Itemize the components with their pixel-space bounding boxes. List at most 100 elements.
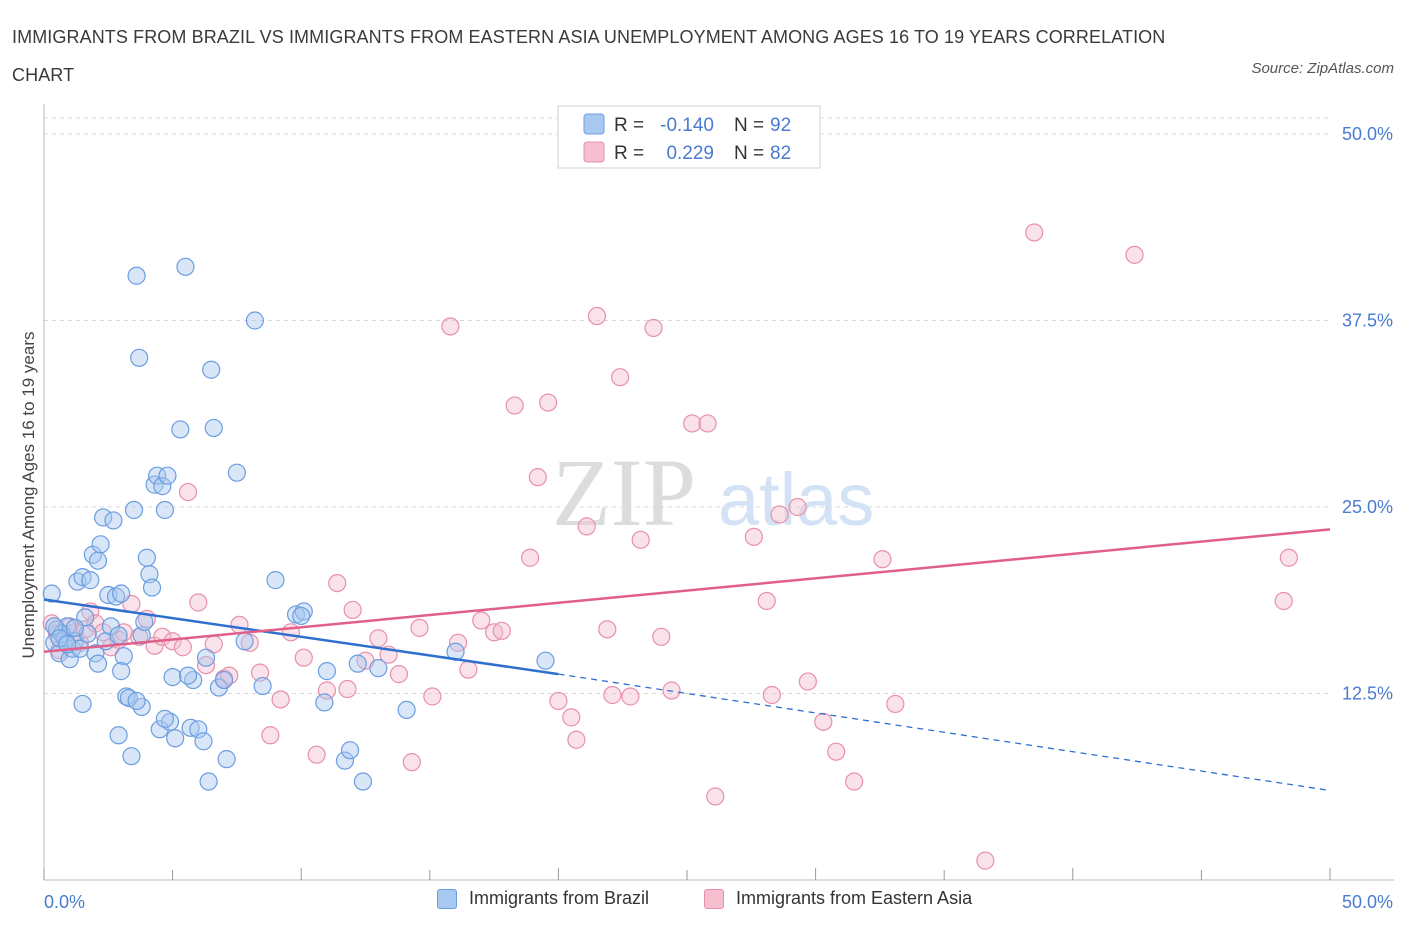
bottom-legend: Immigrants from Brazil Immigrants from E…: [0, 888, 1406, 916]
legend-r-value-brazil: -0.140: [660, 115, 714, 136]
brazil-point-91: [127, 691, 146, 711]
brazil-point-40: [140, 565, 159, 584]
brazil-point-52: [176, 257, 195, 276]
brazil-point-87: [132, 697, 151, 717]
brazil-point-79: [397, 700, 416, 720]
y-tick-labels: 12.5% 25.0% 37.5% 50.0%: [1342, 124, 1393, 704]
x-tick-left-label: 0.0%: [44, 892, 85, 912]
brazil-point-60: [204, 418, 223, 438]
axes: [43, 104, 1394, 881]
easia-point-61: [598, 620, 617, 639]
legend-r-value-easia: 0.229: [666, 143, 714, 164]
easia-point-64: [621, 687, 640, 706]
brazil-point-53: [181, 718, 200, 737]
easia-point-35: [317, 681, 337, 700]
legend-n-value-easia: 82: [770, 143, 791, 164]
easia-point-23: [196, 656, 216, 675]
easia-point-84: [1025, 223, 1044, 242]
easia-point-43: [402, 753, 421, 772]
easia-point-52: [505, 396, 524, 415]
easia-point-79: [827, 742, 846, 761]
easia-point-83: [976, 851, 995, 870]
brazil-point-65: [235, 632, 254, 651]
easia-point-63: [611, 368, 630, 387]
easia-point-48: [459, 660, 478, 679]
easia-point-36: [328, 573, 347, 593]
brazil-point-19: [91, 535, 110, 554]
legend-r-label-brazil: R =: [614, 115, 644, 136]
easia-point-45: [423, 687, 442, 706]
brazil-point-32: [112, 662, 131, 681]
easia-point-30: [261, 726, 280, 745]
brazil-point-34: [124, 500, 144, 520]
watermark-zip: ZIP: [552, 439, 696, 546]
easia-point-44: [410, 618, 429, 637]
brazil-point-73: [317, 662, 337, 681]
easia-point-73: [757, 591, 776, 611]
brazil-point-89: [178, 666, 198, 685]
brazil-point-28: [112, 584, 131, 603]
brazil-point-27: [109, 626, 128, 645]
easia-point-78: [814, 712, 833, 731]
easia-point-49: [472, 611, 491, 630]
trend-lines: [43, 528, 1331, 792]
brazil-point-55: [189, 720, 208, 739]
brazil-point-18: [88, 654, 108, 673]
brazil-point-82: [45, 617, 64, 636]
easia-point-50: [485, 623, 504, 642]
brazil-point-76: [348, 654, 367, 673]
easia-point-74: [762, 685, 781, 705]
brazil-point-29: [114, 647, 133, 666]
easia-point-66: [644, 318, 663, 338]
brazil-point-46: [155, 500, 174, 520]
easia-point-69: [683, 414, 702, 433]
brazil-point-81: [536, 651, 555, 670]
easia-point-21: [178, 482, 198, 502]
easia-point-81: [873, 550, 892, 569]
legend-n-value-brazil: 92: [770, 115, 791, 136]
y-axis-title: Unemployment Among Ages 16 to 19 years: [19, 332, 38, 659]
brazil-point-90: [73, 694, 92, 714]
brazil-point-77: [353, 772, 373, 791]
brazil-point-50: [166, 729, 185, 748]
x-tick-right-label: 50.0%: [1342, 892, 1393, 912]
easia-point-38: [343, 600, 362, 620]
brazil-point-72: [315, 693, 334, 712]
easia-point-76: [788, 497, 807, 517]
brazil-point-21: [88, 551, 108, 570]
brazil-point-0: [42, 584, 61, 603]
bottom-legend-easia-label: Immigrants from Eastern Asia: [736, 888, 973, 908]
brazil-point-45: [153, 477, 172, 496]
brazil-point-64: [227, 463, 246, 482]
brazil-point-49: [163, 667, 182, 687]
easia-point-65: [631, 530, 650, 549]
easia-point-55: [539, 393, 558, 412]
easia-point-75: [770, 505, 789, 524]
brazil-point-15: [81, 571, 100, 590]
y-tick-label-2: 37.5%: [1342, 311, 1393, 331]
easia-point-32: [281, 623, 301, 642]
brazil-point-57: [196, 648, 216, 667]
easia-point-53: [521, 548, 540, 567]
easia-point-67: [652, 627, 671, 646]
source-label: Source: ZipAtlas.com: [1251, 60, 1394, 77]
brazil-point-20: [94, 508, 113, 527]
bottom-legend-brazil-swatch: [437, 888, 457, 909]
brazil-point-39: [137, 548, 156, 567]
bottom-legend-brazil-label: Immigrants from Brazil: [469, 888, 650, 908]
legend-r-label-easia: R =: [614, 143, 644, 164]
brazil-point-26: [106, 587, 126, 606]
easia-point-20: [173, 638, 192, 657]
easia-point-56: [549, 691, 568, 711]
brazil-point-66: [245, 311, 265, 330]
brazil-point-51: [171, 420, 190, 439]
brazil-point-17: [86, 644, 105, 663]
brazil-trend-line: [43, 598, 559, 676]
legend-swatch-easia: [583, 141, 605, 163]
bottom-legend-brazil: Immigrants from Brazil: [437, 888, 649, 909]
legend-n-label-brazil: N =: [734, 115, 764, 136]
brazil-point-63: [217, 750, 236, 769]
easia-point-82: [886, 694, 905, 714]
easia-point-22: [189, 593, 208, 612]
